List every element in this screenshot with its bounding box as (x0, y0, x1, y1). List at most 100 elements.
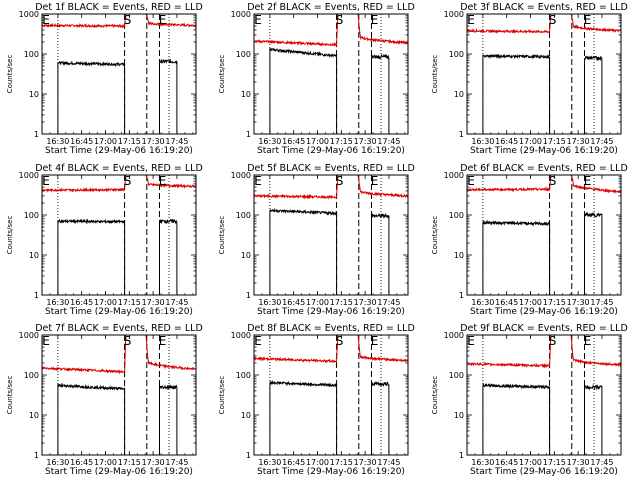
plot-frame (466, 13, 622, 135)
y-axis-label: Counts/sec (431, 55, 439, 94)
plot-frame (41, 13, 197, 135)
x-axis-label: Start Time (29-May-06 16:19:20) (45, 307, 193, 317)
panel-2: Det 2f BLACK = Events, RED = LLD Counts/s… (218, 2, 415, 156)
y-tick-label: 1000 (231, 10, 251, 19)
x-tick-label: 16:30 (46, 137, 69, 146)
panel-7: Det 7f BLACK = Events, RED = LLD Counts/s… (6, 323, 203, 477)
start-marker: S (549, 174, 557, 188)
x-tick-label: 16:45 (70, 137, 93, 146)
y-tick-label: 1 (459, 451, 464, 460)
panel-title: Det 2f BLACK = Events, RED = LLD (247, 2, 415, 13)
x-tick-label: 17:00 (306, 137, 329, 146)
panel-4: Det 4f BLACK = Events, RED = LLD Counts/s… (6, 163, 203, 317)
events-series-line (584, 211, 603, 295)
start-marker: S (124, 174, 132, 188)
y-tick-label: 100 (24, 50, 39, 59)
y-tick-label: 10 (454, 90, 464, 99)
x-tick-label: 16:30 (471, 298, 494, 307)
end-marker: E (467, 13, 475, 27)
x-tick-label: 17:45 (590, 458, 613, 467)
x-tick-label: 16:45 (70, 298, 93, 307)
start-marker: S (549, 334, 557, 348)
panel-title: Det 8f BLACK = Events, RED = LLD (247, 323, 415, 334)
y-axis-label: Counts/sec (6, 55, 14, 94)
x-tick-label: 17:45 (377, 137, 400, 146)
events-series-line (371, 212, 390, 295)
x-tick-label: 17:30 (567, 137, 590, 146)
y-tick-label: 100 (24, 371, 39, 380)
events-series-line (57, 382, 126, 455)
events-series-line (371, 381, 390, 455)
y-axis-label: Counts/sec (431, 376, 439, 415)
plot-frame (41, 174, 197, 296)
y-tick-label: 1000 (444, 331, 464, 340)
start-marker: S (124, 13, 132, 27)
panel-9: Det 9f BLACK = Events, RED = LLD Counts/s… (431, 323, 628, 477)
x-tick-label: 17:30 (567, 298, 590, 307)
x-tick-label: 17:00 (519, 298, 542, 307)
end-marker: E (371, 13, 379, 27)
y-axis-label: Counts/sec (218, 216, 226, 255)
plot-frame (466, 334, 622, 456)
x-tick-label: 17:00 (519, 458, 542, 467)
start-marker: S (336, 174, 344, 188)
x-tick-label: 17:45 (377, 458, 400, 467)
y-tick-label: 1 (246, 291, 251, 300)
x-tick-label: 16:30 (258, 137, 281, 146)
x-tick-label: 17:30 (354, 458, 377, 467)
y-tick-label: 1000 (231, 331, 251, 340)
y-tick-label: 1 (34, 291, 39, 300)
end-marker: E (159, 334, 167, 348)
x-tick-label: 17:15 (118, 458, 141, 467)
x-tick-label: 16:45 (282, 298, 305, 307)
x-tick-label: 17:30 (354, 137, 377, 146)
x-tick-label: 17:15 (543, 458, 566, 467)
lld-series-line (466, 13, 622, 35)
x-tick-label: 17:00 (94, 137, 117, 146)
y-tick-label: 10 (454, 251, 464, 260)
y-tick-label: 1 (246, 451, 251, 460)
lld-series-line (253, 13, 409, 48)
x-tick-label: 17:15 (543, 298, 566, 307)
x-axis-label: Start Time (29-May-06 16:19:20) (257, 307, 405, 317)
x-tick-label: 17:15 (543, 137, 566, 146)
y-axis-label: Counts/sec (218, 55, 226, 94)
lld-series-line (466, 334, 622, 369)
y-tick-label: 100 (24, 211, 39, 220)
end-marker: E (159, 13, 167, 27)
events-series-line (584, 55, 603, 134)
x-tick-label: 17:30 (567, 458, 590, 467)
x-axis-label: Start Time (29-May-06 16:19:20) (470, 307, 618, 317)
lld-series-line (253, 334, 409, 364)
end-marker: E (254, 13, 262, 27)
x-tick-label: 17:15 (330, 458, 353, 467)
y-tick-label: 100 (449, 50, 464, 59)
panel-6: Det 6f BLACK = Events, RED = LLD Counts/s… (431, 163, 628, 317)
panel-3: Det 3f BLACK = Events, RED = LLD Counts/s… (431, 2, 628, 156)
events-series-line (584, 383, 603, 455)
start-marker: S (124, 334, 132, 348)
y-tick-label: 10 (241, 90, 251, 99)
y-tick-label: 1000 (19, 331, 39, 340)
y-tick-label: 1000 (444, 10, 464, 19)
events-series-line (159, 218, 178, 295)
lld-series-line (41, 13, 197, 29)
panel-title: Det 5f BLACK = Events, RED = LLD (247, 163, 415, 174)
x-tick-label: 17:00 (94, 458, 117, 467)
x-axis-label: Start Time (29-May-06 16:19:20) (470, 146, 618, 156)
x-tick-label: 16:45 (70, 458, 93, 467)
end-marker: E (254, 174, 262, 188)
y-tick-label: 10 (29, 251, 39, 260)
y-tick-label: 1 (459, 130, 464, 139)
x-tick-label: 16:30 (258, 298, 281, 307)
y-axis-label: Counts/sec (218, 376, 226, 415)
x-tick-label: 17:00 (94, 298, 117, 307)
panel-title: Det 1f BLACK = Events, RED = LLD (35, 2, 203, 13)
x-tick-label: 16:45 (495, 298, 518, 307)
y-axis-label: Counts/sec (6, 376, 14, 415)
end-marker: E (42, 13, 50, 27)
y-tick-label: 10 (241, 411, 251, 420)
end-marker: E (467, 334, 475, 348)
